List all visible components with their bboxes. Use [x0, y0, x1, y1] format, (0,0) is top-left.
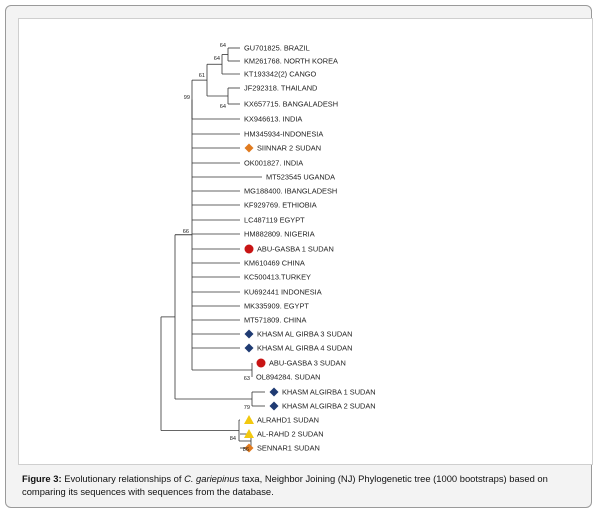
leaf-label: KT193342(2) CANGO — [244, 70, 317, 79]
bootstrap-alrahd2-sennar: 86 — [243, 447, 249, 453]
leaf-label: KC500413.TURKEY — [244, 273, 311, 282]
leaf-label: LC487119 EGYPT — [244, 216, 305, 225]
leaf-label: HM882809. NIGERIA — [244, 230, 315, 239]
caption-species: C. gariepinus — [184, 473, 240, 484]
leaf-label: MK335909. EGYPT — [244, 302, 309, 311]
diamond-navy-marker — [269, 401, 279, 411]
caption-label: Figure 3: — [22, 473, 62, 484]
bootstrap-thailand-bangladesh: 64 — [220, 104, 226, 110]
phylogenetic-tree: GU701825. BRAZIL KM261768. NORTH KOREA KT1… — [160, 43, 376, 453]
tree-branches — [160, 47, 265, 449]
leaf-label: KX946613. INDIA — [244, 115, 302, 124]
leaf-labels: GU701825. BRAZIL KM261768. NORTH KOREA KT1… — [244, 44, 376, 453]
leaf-label: KU692441 INDONESIA — [244, 288, 322, 297]
caption-text-after: taxa, Neighbor Joining (NJ) Phylogenetic… — [22, 473, 548, 497]
leaf-label: OK001827. INDIA — [244, 159, 303, 168]
figure-caption: Figure 3: Evolutionary relationships of … — [22, 472, 588, 498]
leaf-label: AL-RAHD 2 SUDAN — [257, 430, 324, 439]
leaf-label: MT571809. CHINA — [244, 316, 307, 325]
caption-text-before: Evolutionary relationships of — [61, 473, 185, 484]
leaf-label: SIINNAR 2 SUDAN — [257, 144, 321, 153]
bootstrap-values: 64 64 61 64 99 63 66 79 86 84 — [183, 43, 250, 453]
leaf-markers — [244, 143, 279, 453]
circle-red-marker — [244, 244, 254, 254]
leaf-label: OL894284. SUDAN — [256, 373, 321, 382]
leaf-label: KHASM AL GIRBA 3 SUDAN — [257, 330, 352, 339]
triangle-yellow-marker — [244, 415, 254, 424]
bootstrap-plus-thailand: 61 — [199, 73, 205, 79]
leaf-label: GU701825. BRAZIL — [244, 44, 310, 53]
leaf-label: ALRAHD1 SUDAN — [257, 416, 319, 425]
leaf-label: KM261768. NORTH KOREA — [244, 57, 338, 66]
leaf-label: KHASM ALGIRBA 1 SUDAN — [282, 388, 376, 397]
leaf-label: ABU-GASBA 3 SUDAN — [269, 359, 346, 368]
circle-red-marker — [256, 358, 266, 368]
bootstrap-plus-cango: 64 — [214, 56, 220, 62]
diamond-orange-marker — [244, 443, 254, 453]
leaf-label: KM610469 CHINA — [244, 259, 305, 268]
triangle-yellow-marker — [244, 429, 254, 438]
leaf-label: MT523545 UGANDA — [266, 173, 335, 182]
diamond-navy-marker — [244, 343, 254, 353]
bootstrap-brazil-northkorea: 64 — [220, 43, 226, 49]
leaf-label: MG188400. IBANGLADESH — [244, 187, 337, 196]
leaf-label: SENNAR1 SUDAN — [257, 444, 320, 453]
tree-panel: GU701825. BRAZIL KM261768. NORTH KOREA KT1… — [18, 18, 593, 465]
leaf-label: KX657715. BANGALADESH — [244, 100, 338, 109]
bootstrap-alrahd-1-2: 84 — [230, 436, 236, 442]
bootstrap-top-clade: 99 — [184, 95, 190, 101]
bootstrap-main-clade: 66 — [183, 229, 189, 235]
leaf-label: KF929769. ETHIOBIA — [244, 201, 317, 210]
leaf-label: KHASM ALGIRBA 2 SUDAN — [282, 402, 376, 411]
leaf-label: KHASM AL GIRBA 4 SUDAN — [257, 344, 352, 353]
diamond-navy-marker — [269, 387, 279, 397]
diamond-orange-marker — [244, 143, 254, 153]
figure-frame: GU701825. BRAZIL KM261768. NORTH KOREA KT1… — [5, 5, 593, 508]
leaf-label: ABU-GASBA 1 SUDAN — [257, 245, 334, 254]
leaf-label: HM345934-INDONESIA — [244, 130, 323, 139]
leaf-label: JF292318. THAILAND — [244, 84, 317, 93]
bootstrap-abugasba3-sudan: 63 — [244, 376, 250, 382]
bootstrap-khasm-1-2: 79 — [244, 405, 250, 411]
diamond-navy-marker — [244, 329, 254, 339]
